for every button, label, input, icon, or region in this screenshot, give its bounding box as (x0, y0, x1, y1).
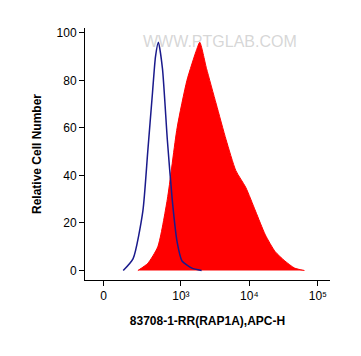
svg-text:10⁴: 10⁴ (240, 289, 259, 303)
svg-text:20: 20 (63, 216, 77, 230)
svg-text:10³: 10³ (172, 289, 189, 303)
svg-text:40: 40 (63, 169, 77, 183)
svg-text:80: 80 (63, 74, 77, 88)
svg-text:60: 60 (63, 121, 77, 135)
svg-text:0: 0 (100, 289, 107, 303)
svg-text:100: 100 (57, 26, 77, 40)
svg-text:0: 0 (70, 264, 77, 278)
svg-text:10⁵: 10⁵ (309, 289, 327, 303)
svg-text:WWW.PTGLAB.COM: WWW.PTGLAB.COM (143, 33, 297, 50)
svg-text:83708-1-RR(RAP1A),APC-H: 83708-1-RR(RAP1A),APC-H (130, 314, 285, 328)
svg-text:Relative Cell Number: Relative Cell Number (30, 94, 44, 214)
